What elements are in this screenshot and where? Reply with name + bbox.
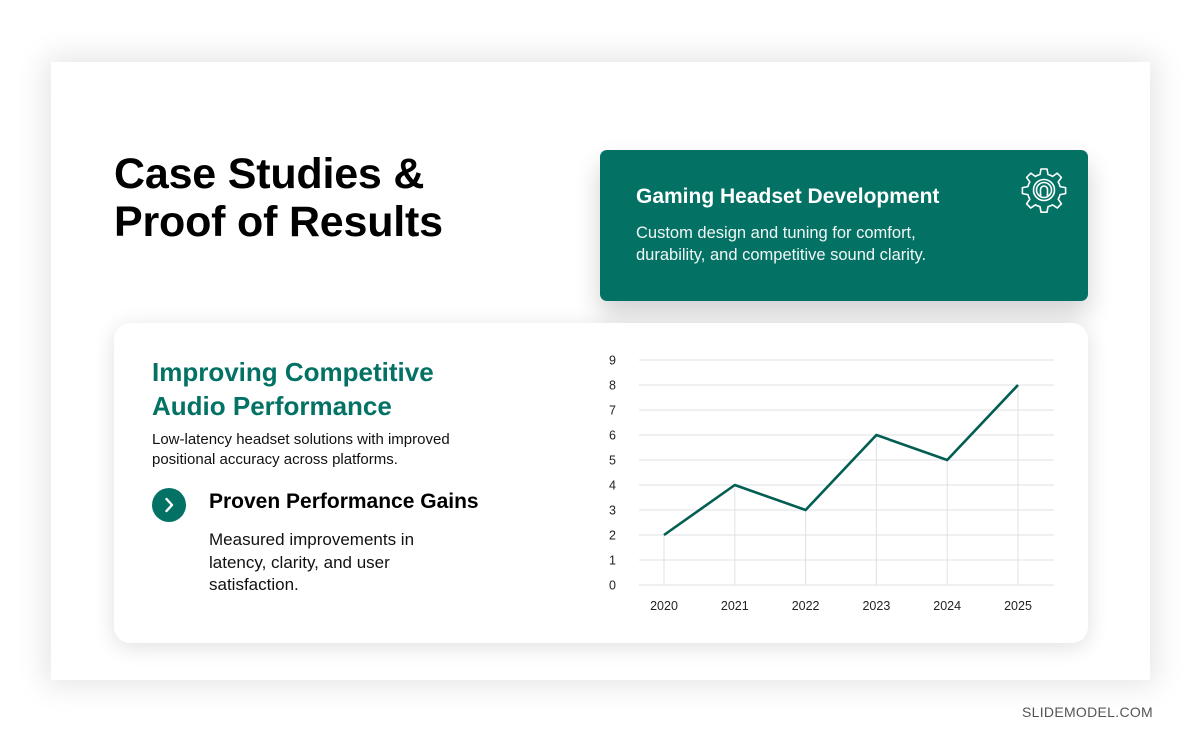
point-title: Proven Performance Gains [209,490,479,513]
y-tick-label: 9 [609,354,616,368]
slide-title: Case Studies & Proof of Results [114,150,443,246]
chevron-right-icon [152,488,186,522]
x-tick-label: 2023 [862,599,890,613]
x-tick-label: 2024 [933,599,961,613]
feature-card: Gaming Headset Development Custom design… [600,150,1088,301]
feature-card-title: Gaming Headset Development [636,185,940,208]
y-tick-label: 1 [609,554,616,568]
x-tick-label: 2020 [650,599,678,613]
slide-title-line-1: Case Studies & [114,150,425,198]
y-tick-label: 7 [609,404,616,418]
line-chart: 0 1 2 3 4 5 6 7 8 9 2020 2021 2022 2023 2024 2025 [594,345,1074,625]
y-tick-label: 0 [609,579,616,593]
gear-headset-icon [1021,168,1067,213]
x-tick-label: 2022 [792,599,820,613]
case-study-title: Improving Competitive Audio Performance [152,355,434,423]
point-description: Measured improvements in latency, clarit… [209,530,415,594]
case-study-description: Low-latency headset solutions with impro… [152,431,450,468]
y-tick-label: 5 [609,454,616,468]
case-study-title-line-2: Audio Performance [152,391,392,421]
x-tick-label: 2021 [721,599,749,613]
case-study-card: Improving Competitive Audio Performance … [114,323,1088,643]
y-tick-label: 6 [609,429,616,443]
y-tick-label: 2 [609,529,616,543]
slide: Case Studies & Proof of Results Gaming H… [51,62,1150,680]
x-tick-label: 2025 [1004,599,1032,613]
y-tick-label: 8 [609,379,616,393]
case-study-title-line-1: Improving Competitive [152,357,434,387]
feature-card-description: Custom design and tuning for comfort, du… [636,224,927,264]
series-line [663,384,1019,537]
line-chart-canvas: 0 1 2 3 4 5 6 7 8 9 2020 2021 2022 2023 2024 2025 [609,354,1054,613]
slide-title-line-2: Proof of Results [114,198,443,246]
y-tick-label: 4 [609,479,616,493]
y-tick-label: 3 [609,504,616,518]
watermark: SLIDEMODEL.COM [1022,704,1153,720]
